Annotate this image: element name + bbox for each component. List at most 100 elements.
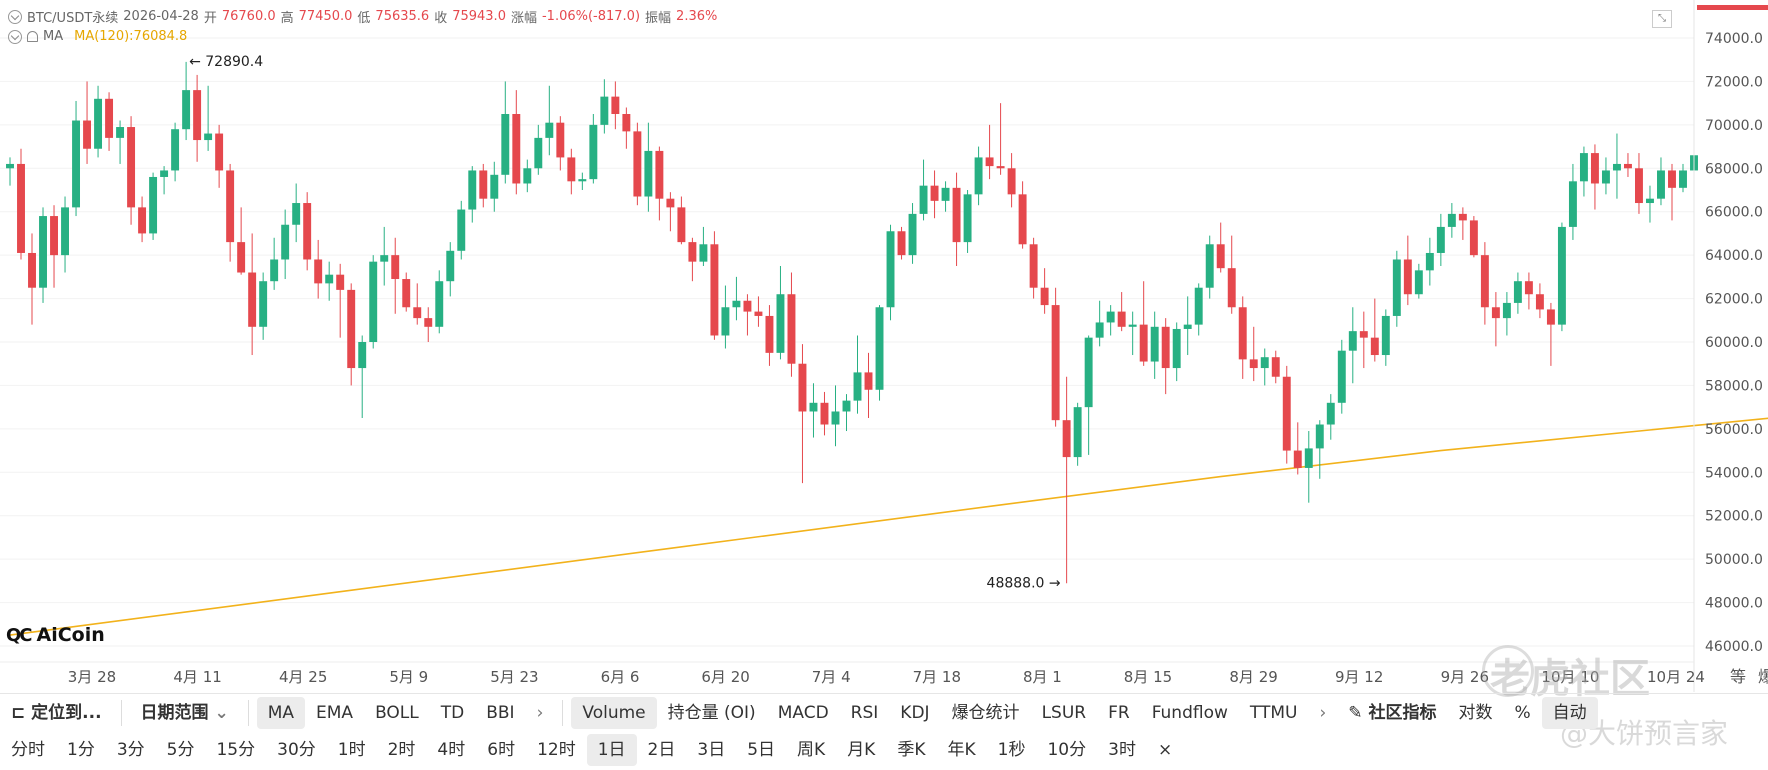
indicator-tab-2[interactable]: BOLL <box>375 703 419 723</box>
candle <box>61 196 69 273</box>
log-scale-button[interactable]: 对数 <box>1458 703 1493 723</box>
candle-body <box>237 242 246 273</box>
candle <box>1337 339 1346 414</box>
expand-icon[interactable]: ⤡ <box>1652 10 1672 28</box>
bell-icon[interactable] <box>27 31 38 42</box>
period-tab-3[interactable]: 5分 <box>166 740 195 760</box>
candle <box>83 81 92 164</box>
period-tab-0[interactable]: 分时 <box>11 740 45 760</box>
period-tab-8[interactable]: 4时 <box>437 740 466 760</box>
candle <box>270 237 279 290</box>
indicator-tab-0[interactable]: MA <box>256 697 306 729</box>
candle <box>666 192 675 232</box>
period-tab-17[interactable]: 季K <box>897 740 926 760</box>
indicator-tab-1[interactable]: EMA <box>316 703 354 723</box>
candle <box>1018 181 1027 249</box>
period-tab-12[interactable]: 2日 <box>647 740 676 760</box>
sub-indicator-tab-0[interactable]: Volume <box>571 697 657 729</box>
candle-body <box>325 274 334 284</box>
period-tab-2[interactable]: 3分 <box>116 740 145 760</box>
price-marker-bar <box>1697 5 1768 10</box>
period-tab-21[interactable]: 3时 <box>1108 740 1136 760</box>
high-value: 77450.0 <box>298 9 353 24</box>
candlestick-chart[interactable]: ← 72890.4 48888.0 → 74000.0 72000.0 70000.0… <box>0 0 1768 692</box>
period-tab-16[interactable]: 月K <box>847 740 876 760</box>
candle <box>578 172 587 190</box>
candle-body <box>94 98 103 149</box>
candle-body <box>127 127 136 208</box>
candle-body <box>1337 350 1346 403</box>
locate-button[interactable]: ⊏ 定位到... <box>0 697 113 729</box>
period-tab-15[interactable]: 周K <box>797 740 826 760</box>
chevron-right-icon[interactable]: › <box>536 703 544 723</box>
collapse-icon[interactable] <box>8 29 22 44</box>
period-tab-19[interactable]: 1秒 <box>997 740 1026 760</box>
period-tab-9[interactable]: 6时 <box>487 740 516 760</box>
indicator-tab-3[interactable]: TD <box>440 703 465 723</box>
close-icon[interactable]: × <box>1157 740 1173 760</box>
candle <box>919 159 928 221</box>
candle <box>1348 307 1357 384</box>
candle-body <box>281 224 290 260</box>
period-tab-11[interactable]: 1日 <box>586 734 637 766</box>
candle <box>699 226 708 266</box>
date-range-label: 日期范围 <box>140 703 209 723</box>
candle-body <box>160 170 169 177</box>
percent-button[interactable]: % <box>1514 703 1531 723</box>
sub-indicator-tab-9[interactable]: TTMU <box>1249 703 1298 723</box>
sub-indicator-tab-2[interactable]: MACD <box>777 703 829 723</box>
candle-body <box>600 96 609 125</box>
period-tab-13[interactable]: 3日 <box>697 740 726 760</box>
close-label: 收 <box>434 11 448 26</box>
candle-body <box>809 402 818 412</box>
period-tab-5[interactable]: 30分 <box>277 740 316 760</box>
x-tick-label: 9月 26 <box>1441 668 1489 686</box>
period-tab-10[interactable]: 12时 <box>537 740 576 760</box>
indicator-name[interactable]: MA <box>43 29 64 44</box>
period-tab-20[interactable]: 10分 <box>1047 740 1087 760</box>
candle <box>226 163 235 262</box>
chevron-right-icon[interactable]: › <box>1319 703 1327 723</box>
candle <box>556 116 565 171</box>
candle-body <box>149 176 158 234</box>
candle <box>633 122 642 206</box>
candle-body <box>820 402 829 425</box>
period-tab-4[interactable]: 15分 <box>216 740 256 760</box>
sub-indicator-tab-4[interactable]: KDJ <box>900 703 930 723</box>
indicator-tab-4[interactable]: BBI <box>486 703 515 723</box>
sub-indicator-tab-5[interactable]: 爆仓统计 <box>951 703 1020 723</box>
candle-body <box>226 170 235 243</box>
period-tab-14[interactable]: 5日 <box>747 740 776 760</box>
sub-indicator-tab-8[interactable]: Fundflow <box>1151 703 1228 723</box>
collapse-icon[interactable] <box>8 9 22 24</box>
candle-body <box>919 185 928 214</box>
aicoin-logo: QC AiCoin <box>6 624 105 646</box>
candle <box>831 385 840 447</box>
candle <box>501 81 510 184</box>
auto-scale-button[interactable]: 自动 <box>1541 697 1598 729</box>
candle <box>204 85 213 151</box>
sub-indicator-tab-7[interactable]: FR <box>1108 703 1130 723</box>
candle-body <box>1579 153 1588 182</box>
candle-body <box>754 311 763 316</box>
period-tab-7[interactable]: 2时 <box>387 740 416 760</box>
candle-body <box>1205 244 1214 288</box>
date-range-button[interactable]: 日期范围 ⌄ <box>130 697 240 729</box>
candle-body <box>1436 226 1445 253</box>
sub-indicator-tab-6[interactable]: LSUR <box>1041 703 1087 723</box>
sub-indicator-tab-1[interactable]: 持仓量 (OI) <box>667 703 756 723</box>
sub-indicator-tab-3[interactable]: RSI <box>850 703 879 723</box>
candle-body <box>336 274 345 290</box>
candle-date: 2026-04-28 <box>123 9 199 24</box>
community-indicators-button[interactable]: ✎ 社区指标 <box>1337 697 1447 729</box>
candle-body <box>1117 311 1126 327</box>
period-tab-18[interactable]: 年K <box>947 740 976 760</box>
indicator-header: MA MA(120):76084.8 <box>8 29 192 44</box>
period-tab-6[interactable]: 1时 <box>337 740 366 760</box>
period-tab-1[interactable]: 1分 <box>67 740 95 760</box>
ma-line <box>9 417 1768 636</box>
candle <box>1469 216 1478 258</box>
candle <box>1590 144 1599 210</box>
candle-body <box>512 114 521 184</box>
candle <box>259 272 268 340</box>
